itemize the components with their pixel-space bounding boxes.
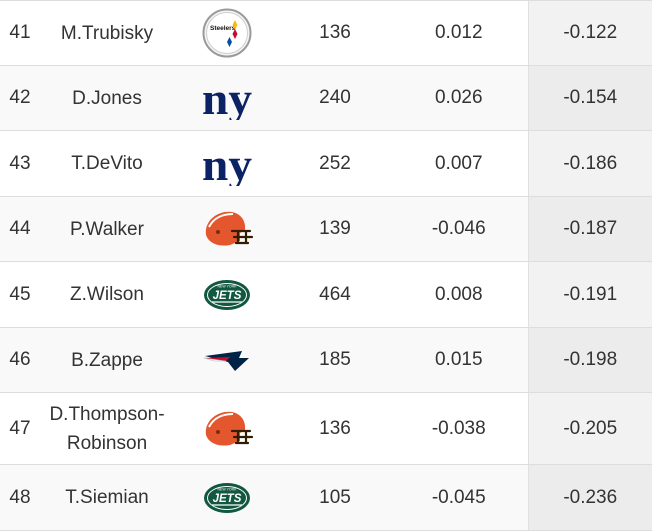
player-name[interactable]: T.Siemian [40,464,174,531]
table-row: 43 T.DeVito ny 252 0.007 -0.186 [0,130,652,197]
plays-cell: 252 [280,130,390,197]
table-row: 48 T.Siemian NEW YORK JETS 105 -0.045 -0… [0,464,652,531]
team-logo-cell: NEW YORK JETS [174,464,280,531]
team-logo-cell: ny [174,130,280,197]
plays-cell: 136 [280,392,390,465]
rank-cell: 44 [0,196,40,262]
epa-cell: 0.008 [390,261,528,328]
rank-cell: 45 [0,261,40,328]
svg-text:NEW YORK: NEW YORK [218,487,238,491]
metric-cell: -0.154 [527,65,652,131]
player-name[interactable]: Z.Wilson [40,261,174,328]
metric-cell: -0.191 [527,261,652,328]
epa-cell: -0.046 [390,196,528,262]
browns-helmet-logo [200,207,254,251]
jets-logo: NEW YORK JETS [202,278,252,312]
table-row: 47 D.Thompson- Robinson 136 -0.038 -0.20… [0,392,652,465]
table-row: 42 D.Jones ny 240 0.026 -0.154 [0,65,652,131]
giants-logo: ny [200,142,254,186]
metric-cell: -0.122 [527,0,652,66]
svg-text:ny: ny [202,142,252,186]
svg-text:JETS: JETS [213,290,242,302]
rank-cell: 42 [0,65,40,131]
plays-cell: 139 [280,196,390,262]
team-logo-cell [174,392,280,465]
team-logo-cell: Steelers [174,0,280,66]
plays-cell: 240 [280,65,390,131]
metric-cell: -0.186 [527,130,652,197]
team-logo-cell [174,196,280,262]
player-name[interactable]: M.Trubisky [40,0,174,66]
metric-cell: -0.187 [527,196,652,262]
metric-cell: -0.205 [527,392,652,465]
metric-cell: -0.198 [527,327,652,393]
epa-cell: 0.007 [390,130,528,197]
player-name[interactable]: P.Walker [40,196,174,262]
metric-cell: -0.236 [527,464,652,531]
epa-cell: -0.045 [390,464,528,531]
plays-cell: 185 [280,327,390,393]
plays-cell: 105 [280,464,390,531]
team-logo-cell: NEW YORK JETS [174,261,280,328]
epa-cell: 0.015 [390,327,528,393]
team-logo-cell: ny [174,65,280,131]
rank-cell: 41 [0,0,40,66]
svg-text:JETS: JETS [213,493,242,505]
browns-helmet-logo [200,407,254,451]
table-row: 44 P.Walker 139 -0.046 -0.187 [0,196,652,262]
rank-cell: 48 [0,464,40,531]
plays-cell: 464 [280,261,390,328]
rank-cell: 46 [0,327,40,393]
svg-text:NEW YORK: NEW YORK [218,284,238,288]
epa-cell: -0.038 [390,392,528,465]
team-logo-cell [174,327,280,393]
player-name[interactable]: T.DeVito [40,130,174,197]
plays-cell: 136 [280,0,390,66]
epa-cell: 0.026 [390,65,528,131]
steelers-logo: Steelers [202,8,252,58]
giants-logo: ny [200,76,254,120]
player-name[interactable]: D.Jones [40,65,174,131]
jets-logo: NEW YORK JETS [202,481,252,515]
patriots-logo [202,345,252,375]
player-name[interactable]: D.Thompson- Robinson [40,392,174,465]
svg-text:Steelers: Steelers [210,25,236,32]
rank-cell: 47 [0,392,40,465]
table-row: 46 B.Zappe 185 0.015 -0.198 [0,327,652,393]
epa-cell: 0.012 [390,0,528,66]
table-row: 41 M.Trubisky Steelers 136 0.012 -0.122 [0,0,652,66]
svg-text:ny: ny [202,76,252,120]
player-name[interactable]: B.Zappe [40,327,174,393]
table-row: 45 Z.Wilson NEW YORK JETS 464 0.008 -0.1… [0,261,652,328]
rank-cell: 43 [0,130,40,197]
